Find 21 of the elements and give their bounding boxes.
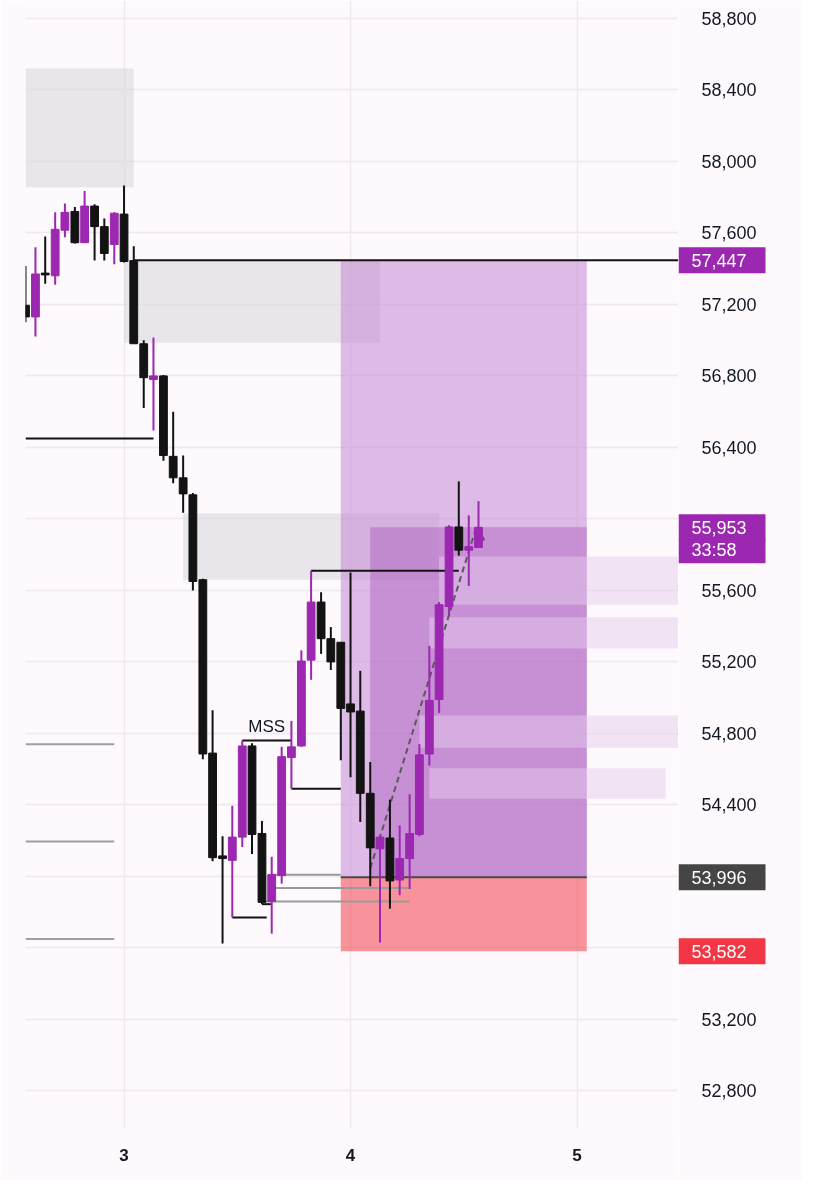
y-tick-label: 58,400 <box>701 80 757 101</box>
x-tick-label: 4 <box>345 1145 356 1165</box>
y-tick-label: 58,800 <box>701 8 757 29</box>
x-tick-label: 3 <box>119 1145 129 1165</box>
ref-line-label: 53,582 <box>691 941 747 962</box>
y-tick-label: 58,000 <box>701 151 757 172</box>
y-tick-label: 56,400 <box>701 437 757 458</box>
x-tick-label: 5 <box>572 1145 582 1165</box>
ref-line-label: 55,953 33:58 <box>691 517 747 561</box>
ref-line-label: 57,447 <box>691 250 747 271</box>
y-tick-label: 53,200 <box>701 1009 757 1030</box>
annotation: MSS <box>248 716 286 736</box>
y-tick-label: 56,800 <box>701 366 757 387</box>
y-tick-label: 54,800 <box>701 723 757 744</box>
y-tick-label: 57,600 <box>701 223 757 244</box>
y-tick-label: 52,800 <box>701 1081 757 1102</box>
y-tick-label: 55,600 <box>701 580 757 601</box>
y-tick-label: 54,400 <box>701 795 757 816</box>
y-tick-label: 57,200 <box>701 294 757 315</box>
y-tick-label: 55,200 <box>701 652 757 673</box>
ref-line-label: 53,996 <box>691 867 747 888</box>
